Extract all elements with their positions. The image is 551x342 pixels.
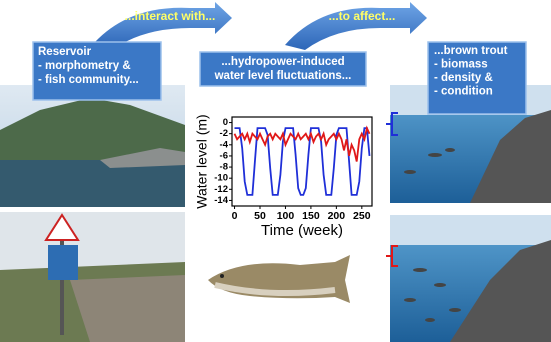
box-text: ...brown trout (434, 45, 508, 57)
arrow-label: ...to affect... (329, 9, 396, 23)
box-text: - biomass (434, 59, 488, 71)
x-axis-label: Time (week) (261, 222, 343, 239)
y-tick-label: -10 (214, 173, 228, 184)
box-text: - density & (434, 72, 493, 84)
sign-photo (0, 212, 185, 342)
graphical-abstract: ...interact with... ...to affect... Rese… (0, 0, 551, 342)
box-text: water level fluctuations... (214, 70, 352, 82)
y-tick-label: -8 (220, 162, 228, 173)
box-text: - condition (434, 86, 493, 98)
trout-habitat-photo-low (390, 215, 551, 342)
y-axis-label: Water level (m) (194, 114, 210, 208)
y-tick-label: -4 (220, 139, 229, 150)
x-tick-label: 200 (328, 210, 346, 222)
y-tick-label: 0 (223, 117, 228, 128)
y-tick-label: -6 (220, 150, 228, 161)
y-tick-label: -12 (214, 184, 228, 195)
arrow-label: ...interact with... (125, 9, 216, 23)
box-text: Reservoir (38, 46, 92, 58)
page: ...interact with... ...to affect... Rese… (0, 0, 551, 342)
box-text: - morphometry & (38, 60, 131, 72)
y-tick-label: -14 (214, 195, 228, 206)
box-text: ...hydropower-induced (221, 56, 344, 68)
x-tick-label: 150 (302, 210, 320, 222)
x-tick-label: 100 (277, 210, 295, 222)
x-tick-label: 250 (353, 210, 371, 222)
reservoir-photo (0, 85, 185, 207)
x-tick-label: 50 (254, 210, 266, 222)
y-tick-label: -2 (220, 128, 228, 139)
box-text: - fish community... (38, 74, 139, 86)
x-tick-label: 0 (232, 210, 238, 222)
trout-image (208, 255, 350, 303)
